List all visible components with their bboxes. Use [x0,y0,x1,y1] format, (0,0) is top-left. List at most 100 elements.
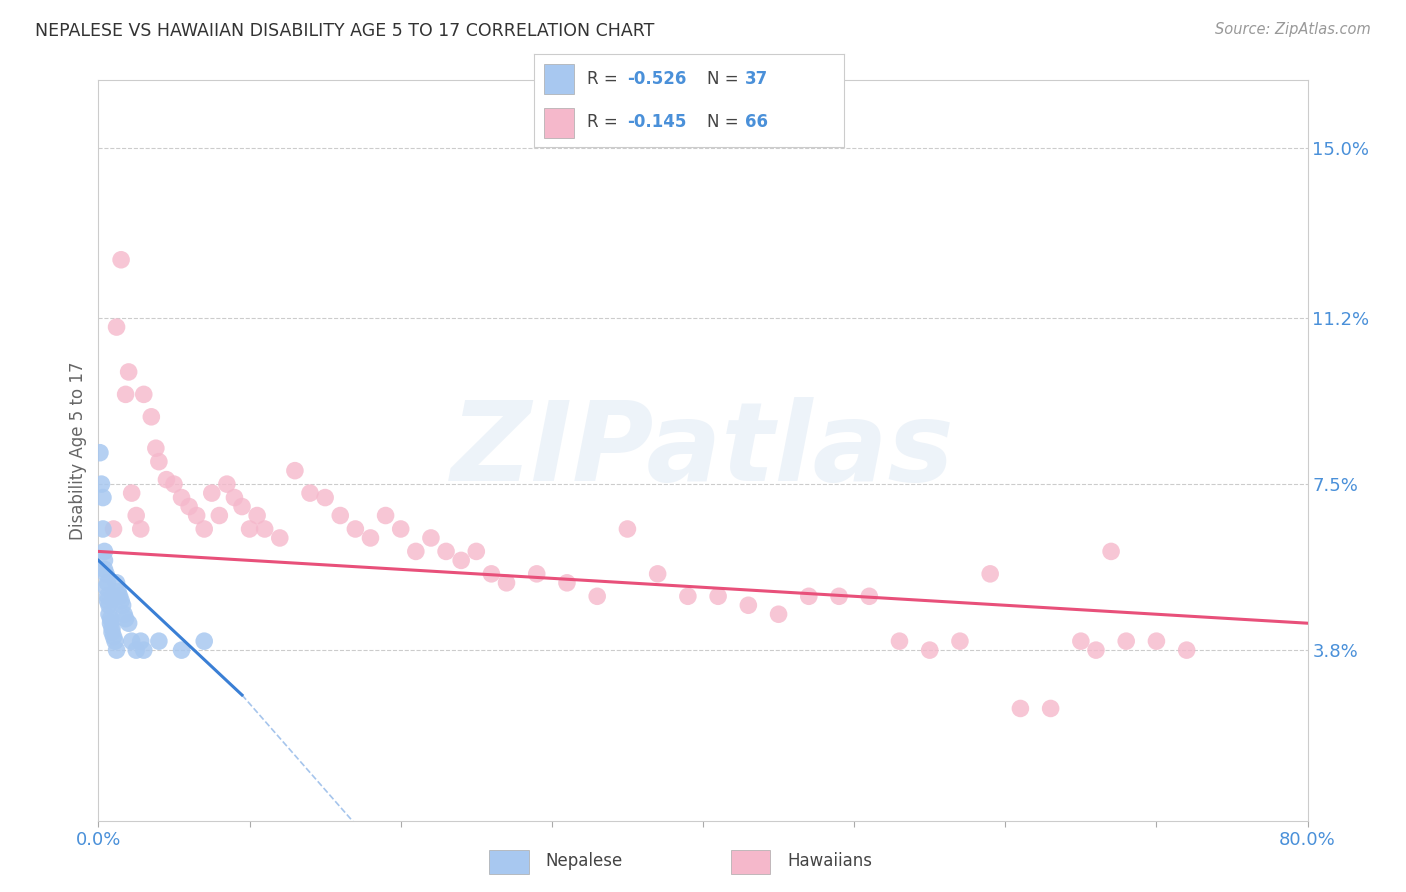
Point [121,486,143,500]
Point [93,553,115,567]
Text: 37: 37 [745,70,768,87]
Text: R =: R = [586,70,623,87]
Point [193,634,215,648]
Text: Nepalese: Nepalese [546,852,623,870]
Point [434,544,457,558]
Text: NEPALESE VS HAWAIIAN DISABILITY AGE 5 TO 17 CORRELATION CHART: NEPALESE VS HAWAIIAN DISABILITY AGE 5 TO… [35,22,655,40]
Point [148,455,170,469]
Point [105,575,128,590]
Point [105,643,128,657]
Point [269,531,291,545]
Point [405,544,427,558]
Point [93,544,115,558]
Point [889,634,911,648]
Text: Source: ZipAtlas.com: Source: ZipAtlas.com [1215,22,1371,37]
Point [481,566,503,581]
Point [101,625,124,640]
Point [374,508,396,523]
Point [768,607,790,622]
Point [132,387,155,401]
Point [118,365,141,379]
Point [94,580,117,594]
Point [420,531,443,545]
Text: -0.145: -0.145 [627,113,686,131]
Text: Hawaiians: Hawaiians [787,852,872,870]
Point [193,522,215,536]
Point [284,464,307,478]
Text: N =: N = [707,113,744,131]
Point [1115,634,1137,648]
Text: ZIPatlas: ZIPatlas [451,397,955,504]
Point [1085,643,1108,657]
Point [125,508,148,523]
Point [118,616,141,631]
Point [89,446,111,460]
Text: -0.526: -0.526 [627,70,686,87]
FancyBboxPatch shape [544,64,575,94]
Point [112,607,135,622]
Point [129,634,152,648]
Point [93,562,115,576]
Point [224,491,246,505]
Point [179,500,201,514]
Point [125,643,148,657]
Point [108,589,131,603]
Point [105,320,128,334]
Point [208,508,231,523]
Point [170,643,193,657]
Point [737,599,759,613]
Point [103,589,125,603]
Point [103,630,125,644]
Point [121,634,143,648]
Point [91,491,114,505]
Point [163,477,186,491]
Point [132,643,155,657]
Point [186,508,208,523]
Point [1099,544,1122,558]
Point [231,500,253,514]
Point [239,522,262,536]
Point [707,589,730,603]
Point [111,599,134,613]
FancyBboxPatch shape [731,849,770,874]
Point [96,594,118,608]
Point [1070,634,1092,648]
Point [344,522,367,536]
Point [110,252,132,267]
Text: 66: 66 [745,113,768,131]
Point [98,599,121,613]
Point [329,508,352,523]
Point [96,589,118,603]
Point [101,621,124,635]
Point [526,566,548,581]
Point [555,575,578,590]
Point [145,441,167,455]
Point [148,634,170,648]
Point [100,612,122,626]
Point [215,477,238,491]
Point [465,544,488,558]
Point [114,387,136,401]
FancyBboxPatch shape [544,108,575,138]
Point [979,566,1001,581]
Point [949,634,972,648]
Point [616,522,638,536]
Point [1039,701,1062,715]
Point [1175,643,1198,657]
Point [828,589,851,603]
Point [104,634,127,648]
Point [360,531,382,545]
Point [246,508,269,523]
Point [201,486,224,500]
Text: N =: N = [707,70,744,87]
Point [98,607,121,622]
Point [110,594,132,608]
Point [495,575,517,590]
Point [676,589,699,603]
Point [1010,701,1032,715]
Point [100,616,122,631]
Point [586,589,609,603]
Point [114,612,136,626]
Point [94,566,117,581]
Point [253,522,276,536]
